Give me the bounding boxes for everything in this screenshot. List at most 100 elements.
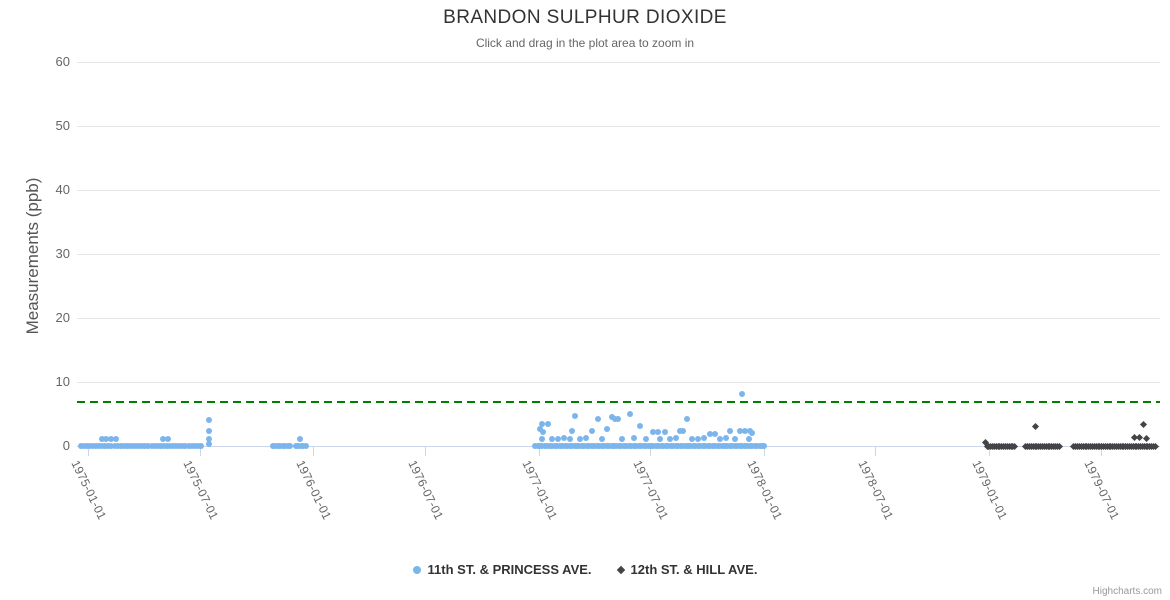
- scatter-point-princess-ave[interactable]: [667, 435, 674, 442]
- scatter-point-princess-ave[interactable]: [133, 443, 140, 449]
- scatter-point-princess-ave[interactable]: [577, 435, 584, 442]
- scatter-point-princess-ave[interactable]: [627, 411, 633, 417]
- scatter-point-princess-ave[interactable]: [538, 421, 545, 428]
- scatter-point-princess-ave[interactable]: [99, 443, 106, 449]
- scatter-point-princess-ave[interactable]: [761, 443, 768, 449]
- scatter-point-princess-ave[interactable]: [188, 443, 195, 449]
- scatter-point-princess-ave[interactable]: [151, 443, 158, 449]
- legend-item-princess-ave[interactable]: 11th ST. & PRINCESS AVE.: [412, 562, 592, 577]
- scatter-point-princess-ave[interactable]: [717, 435, 724, 442]
- scatter-point-princess-ave[interactable]: [683, 416, 690, 423]
- scatter-point-princess-ave[interactable]: [569, 427, 576, 434]
- scatter-point-princess-ave[interactable]: [173, 443, 180, 449]
- scatter-point-princess-ave[interactable]: [723, 435, 730, 442]
- scatter-point-princess-ave[interactable]: [182, 443, 189, 449]
- scatter-point-princess-ave[interactable]: [615, 416, 622, 423]
- scatter-point-princess-ave[interactable]: [93, 443, 100, 449]
- scatter-point-princess-ave[interactable]: [654, 428, 661, 435]
- scatter-point-princess-ave[interactable]: [205, 417, 212, 424]
- scatter-point-princess-ave[interactable]: [108, 435, 115, 442]
- scatter-point-princess-ave[interactable]: [742, 427, 749, 434]
- scatter-point-princess-ave[interactable]: [163, 443, 170, 449]
- scatter-point-princess-ave[interactable]: [554, 435, 561, 442]
- scatter-point-princess-ave[interactable]: [618, 435, 625, 442]
- scatter-point-princess-ave[interactable]: [302, 443, 309, 449]
- scatter-point-princess-ave[interactable]: [205, 441, 212, 448]
- scatter-point-princess-ave[interactable]: [538, 435, 545, 442]
- scatter-point-princess-ave[interactable]: [114, 443, 121, 449]
- scatter-point-princess-ave[interactable]: [609, 414, 616, 421]
- scatter-point-princess-ave[interactable]: [98, 435, 105, 442]
- scatter-point-princess-ave[interactable]: [707, 430, 714, 437]
- scatter-point-princess-ave[interactable]: [83, 443, 90, 449]
- scatter-point-princess-ave[interactable]: [123, 443, 130, 449]
- scatter-point-princess-ave[interactable]: [176, 443, 183, 449]
- scatter-point-princess-ave[interactable]: [561, 435, 568, 442]
- scatter-point-princess-ave[interactable]: [167, 443, 173, 449]
- scatter-point-princess-ave[interactable]: [206, 435, 213, 442]
- scatter-point-princess-ave[interactable]: [694, 435, 701, 442]
- scatter-point-princess-ave[interactable]: [726, 428, 733, 435]
- scatter-point-princess-ave[interactable]: [160, 435, 167, 442]
- scatter-point-princess-ave[interactable]: [701, 435, 707, 442]
- scatter-point-princess-ave[interactable]: [731, 435, 738, 442]
- scatter-point-princess-ave[interactable]: [594, 416, 601, 423]
- scatter-point-princess-ave[interactable]: [739, 391, 746, 398]
- scatter-point-princess-ave[interactable]: [588, 427, 595, 434]
- legend-item-hill-ave[interactable]: 12th ST. & HILL AVE.: [616, 562, 757, 577]
- scatter-point-princess-ave[interactable]: [572, 412, 579, 419]
- scatter-point-princess-ave[interactable]: [105, 443, 112, 449]
- scatter-point-princess-ave[interactable]: [599, 435, 606, 442]
- scatter-point-princess-ave[interactable]: [545, 421, 551, 428]
- scatter-point-princess-ave[interactable]: [630, 435, 637, 442]
- scatter-point-princess-ave[interactable]: [297, 435, 304, 442]
- scatter-point-princess-ave[interactable]: [194, 443, 201, 449]
- scatter-point-princess-ave[interactable]: [126, 443, 133, 449]
- scatter-point-princess-ave[interactable]: [103, 435, 110, 442]
- scatter-point-princess-ave[interactable]: [583, 435, 590, 442]
- scatter-point-princess-ave[interactable]: [662, 428, 669, 435]
- scatter-point-princess-ave[interactable]: [179, 443, 186, 449]
- scatter-point-princess-ave[interactable]: [113, 435, 120, 442]
- scatter-point-princess-ave[interactable]: [657, 435, 664, 442]
- plot-area[interactable]: [77, 45, 1160, 447]
- scatter-point-princess-ave[interactable]: [77, 443, 84, 449]
- scatter-point-princess-ave[interactable]: [540, 428, 547, 435]
- scatter-point-princess-ave[interactable]: [649, 428, 656, 435]
- scatter-point-princess-ave[interactable]: [154, 443, 161, 449]
- scatter-point-princess-ave[interactable]: [676, 428, 683, 435]
- scatter-point-princess-ave[interactable]: [148, 443, 155, 449]
- scatter-point-princess-ave[interactable]: [145, 443, 152, 449]
- scatter-point-princess-ave[interactable]: [120, 443, 127, 449]
- scatter-point-princess-ave[interactable]: [117, 443, 124, 449]
- scatter-point-princess-ave[interactable]: [157, 443, 164, 449]
- scatter-point-princess-ave[interactable]: [680, 428, 687, 435]
- scatter-point-princess-ave[interactable]: [139, 443, 146, 449]
- scatter-point-princess-ave[interactable]: [185, 443, 192, 449]
- scatter-point-princess-ave[interactable]: [746, 435, 753, 442]
- scatter-point-princess-ave[interactable]: [643, 435, 650, 442]
- scatter-point-princess-ave[interactable]: [165, 435, 172, 442]
- scatter-point-princess-ave[interactable]: [102, 443, 109, 449]
- scatter-point-princess-ave[interactable]: [80, 443, 87, 449]
- scatter-point-princess-ave[interactable]: [612, 416, 619, 423]
- scatter-point-princess-ave[interactable]: [160, 443, 167, 449]
- scatter-point-princess-ave[interactable]: [86, 443, 93, 449]
- scatter-point-princess-ave[interactable]: [672, 435, 679, 442]
- scatter-point-princess-ave[interactable]: [689, 435, 696, 442]
- scatter-point-princess-ave[interactable]: [566, 435, 573, 442]
- scatter-point-princess-ave[interactable]: [206, 428, 213, 435]
- scatter-point-princess-ave[interactable]: [108, 443, 115, 449]
- scatter-point-princess-ave[interactable]: [287, 443, 294, 449]
- scatter-point-princess-ave[interactable]: [89, 443, 96, 449]
- scatter-point-princess-ave[interactable]: [712, 430, 719, 437]
- scatter-point-princess-ave[interactable]: [548, 435, 555, 442]
- scatter-point-princess-ave[interactable]: [749, 430, 756, 437]
- scatter-point-princess-ave[interactable]: [111, 443, 118, 449]
- highcharts-credits-link[interactable]: Highcharts.com: [1092, 586, 1162, 597]
- scatter-point-princess-ave[interactable]: [130, 443, 136, 449]
- scatter-point-princess-ave[interactable]: [197, 443, 204, 449]
- scatter-point-princess-ave[interactable]: [604, 425, 611, 432]
- scatter-point-princess-ave[interactable]: [96, 443, 103, 449]
- scatter-point-princess-ave[interactable]: [170, 443, 177, 449]
